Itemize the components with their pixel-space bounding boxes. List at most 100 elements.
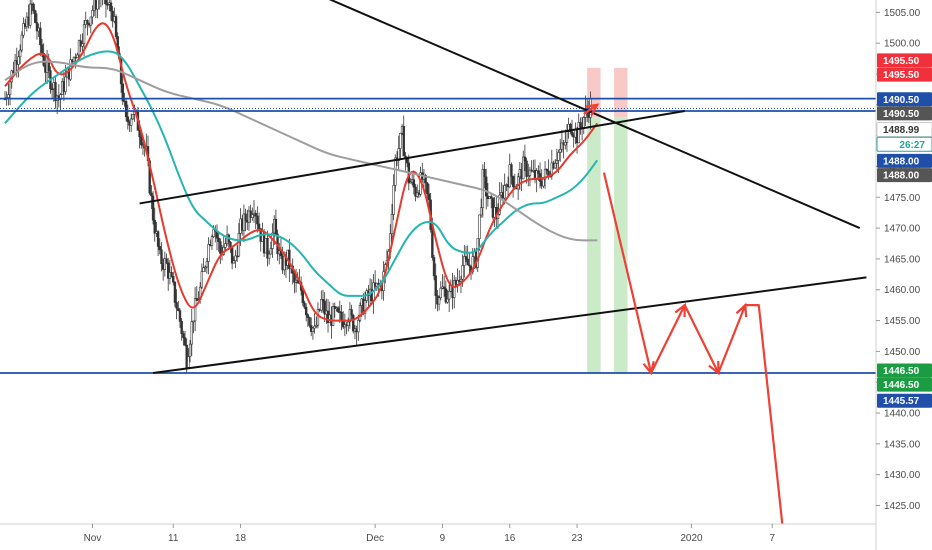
candle-body-down [304, 306, 308, 316]
x-tick-label: Dec [366, 533, 384, 544]
candle [234, 249, 237, 269]
candle-body-up [76, 54, 79, 59]
breakout-arrow [583, 103, 598, 115]
candle-body-up [527, 175, 530, 178]
candle-body-down [579, 122, 582, 128]
candle-body-up [29, 3, 32, 26]
price-tag-label: 1445.57 [883, 396, 920, 407]
candle [456, 268, 459, 293]
candle-body-down [352, 315, 355, 332]
candle [397, 135, 400, 171]
price-tag-8: 1446.50 [877, 363, 932, 378]
candle [511, 175, 515, 198]
trend-line-2 [152, 276, 867, 374]
price-tag-box [877, 106, 932, 121]
candle [167, 257, 170, 291]
candle-body-down [254, 212, 257, 217]
candle-body-up [77, 40, 81, 56]
x-tick-label: 2020 [680, 533, 703, 544]
candle [352, 313, 355, 334]
candle-body-up [320, 299, 323, 311]
candle-body-up [64, 76, 67, 92]
price-tag-label: 1490.50 [883, 95, 920, 106]
candle-body-up [358, 305, 362, 321]
candle [357, 314, 360, 341]
candle [242, 204, 246, 243]
candle-body-down [303, 302, 306, 308]
candle [111, 6, 114, 28]
candle [542, 178, 545, 189]
candle [98, 0, 100, 10]
candle-body-down [444, 288, 448, 303]
candlesticks [3, 0, 592, 374]
candle [129, 113, 133, 133]
candle [183, 331, 187, 347]
candle [18, 44, 22, 65]
candle [336, 305, 340, 314]
candle [321, 289, 325, 313]
candle-body-up [91, 10, 94, 18]
candle-body-down [545, 168, 548, 172]
candle [178, 308, 182, 328]
candle [446, 289, 449, 304]
candle-body-up [204, 266, 207, 269]
candle-body-down [150, 192, 153, 197]
candle [91, 5, 94, 25]
candle-body-down [34, 10, 37, 23]
candle-body-up [81, 43, 84, 47]
candle-body-up [555, 159, 559, 164]
candle [510, 162, 513, 185]
candle [102, 0, 103, 6]
candle-body-up [251, 214, 254, 218]
price-tag-box [877, 153, 932, 168]
price-tag-box [877, 363, 932, 378]
candle-body-up [461, 265, 464, 280]
candle [523, 144, 527, 172]
y-tick-label: 1455.00 [884, 316, 921, 327]
candle [210, 234, 214, 250]
candle-body-down [50, 88, 54, 91]
price-tag-box [877, 53, 932, 68]
candle-body-up [543, 168, 547, 180]
candle-body-down [158, 246, 161, 251]
candle [483, 162, 486, 189]
candle-body-up [7, 94, 10, 98]
candle-body-down [323, 300, 326, 315]
candle [153, 207, 156, 242]
candle [217, 233, 220, 252]
candle-body-up [242, 213, 246, 231]
candle-body-down [249, 210, 252, 218]
candle-body-up [269, 248, 273, 255]
highlight-band-2 [614, 67, 628, 118]
candle [414, 183, 417, 202]
candle-body-down [432, 257, 436, 277]
candle-body-up [363, 300, 367, 314]
candle-body-up [565, 131, 569, 143]
candle-body-down [114, 16, 118, 37]
candle [463, 244, 466, 278]
moving-average-1 [4, 50, 599, 297]
price-tag-box [877, 67, 932, 82]
candle [165, 253, 168, 265]
candle-body-down [414, 186, 417, 197]
candle-body-down [257, 223, 261, 229]
candle [109, 0, 113, 21]
candle [200, 263, 204, 290]
candle-body-down [537, 170, 540, 174]
candle-body-down [321, 299, 325, 302]
candle [484, 168, 488, 210]
candle-body-down [172, 276, 175, 283]
candle-body-up [522, 156, 525, 180]
candle-body-down [182, 333, 185, 338]
candle-body-down [424, 175, 427, 184]
candle-body-up [503, 185, 506, 199]
candle [254, 209, 257, 229]
y-tick-label: 1440.00 [884, 409, 921, 420]
candle-body-down [464, 256, 468, 260]
candle-body-up [456, 280, 459, 285]
candle-body-down [293, 273, 296, 283]
candle-body-down [35, 22, 39, 32]
candle [358, 302, 362, 323]
moving-averages [4, 22, 599, 322]
